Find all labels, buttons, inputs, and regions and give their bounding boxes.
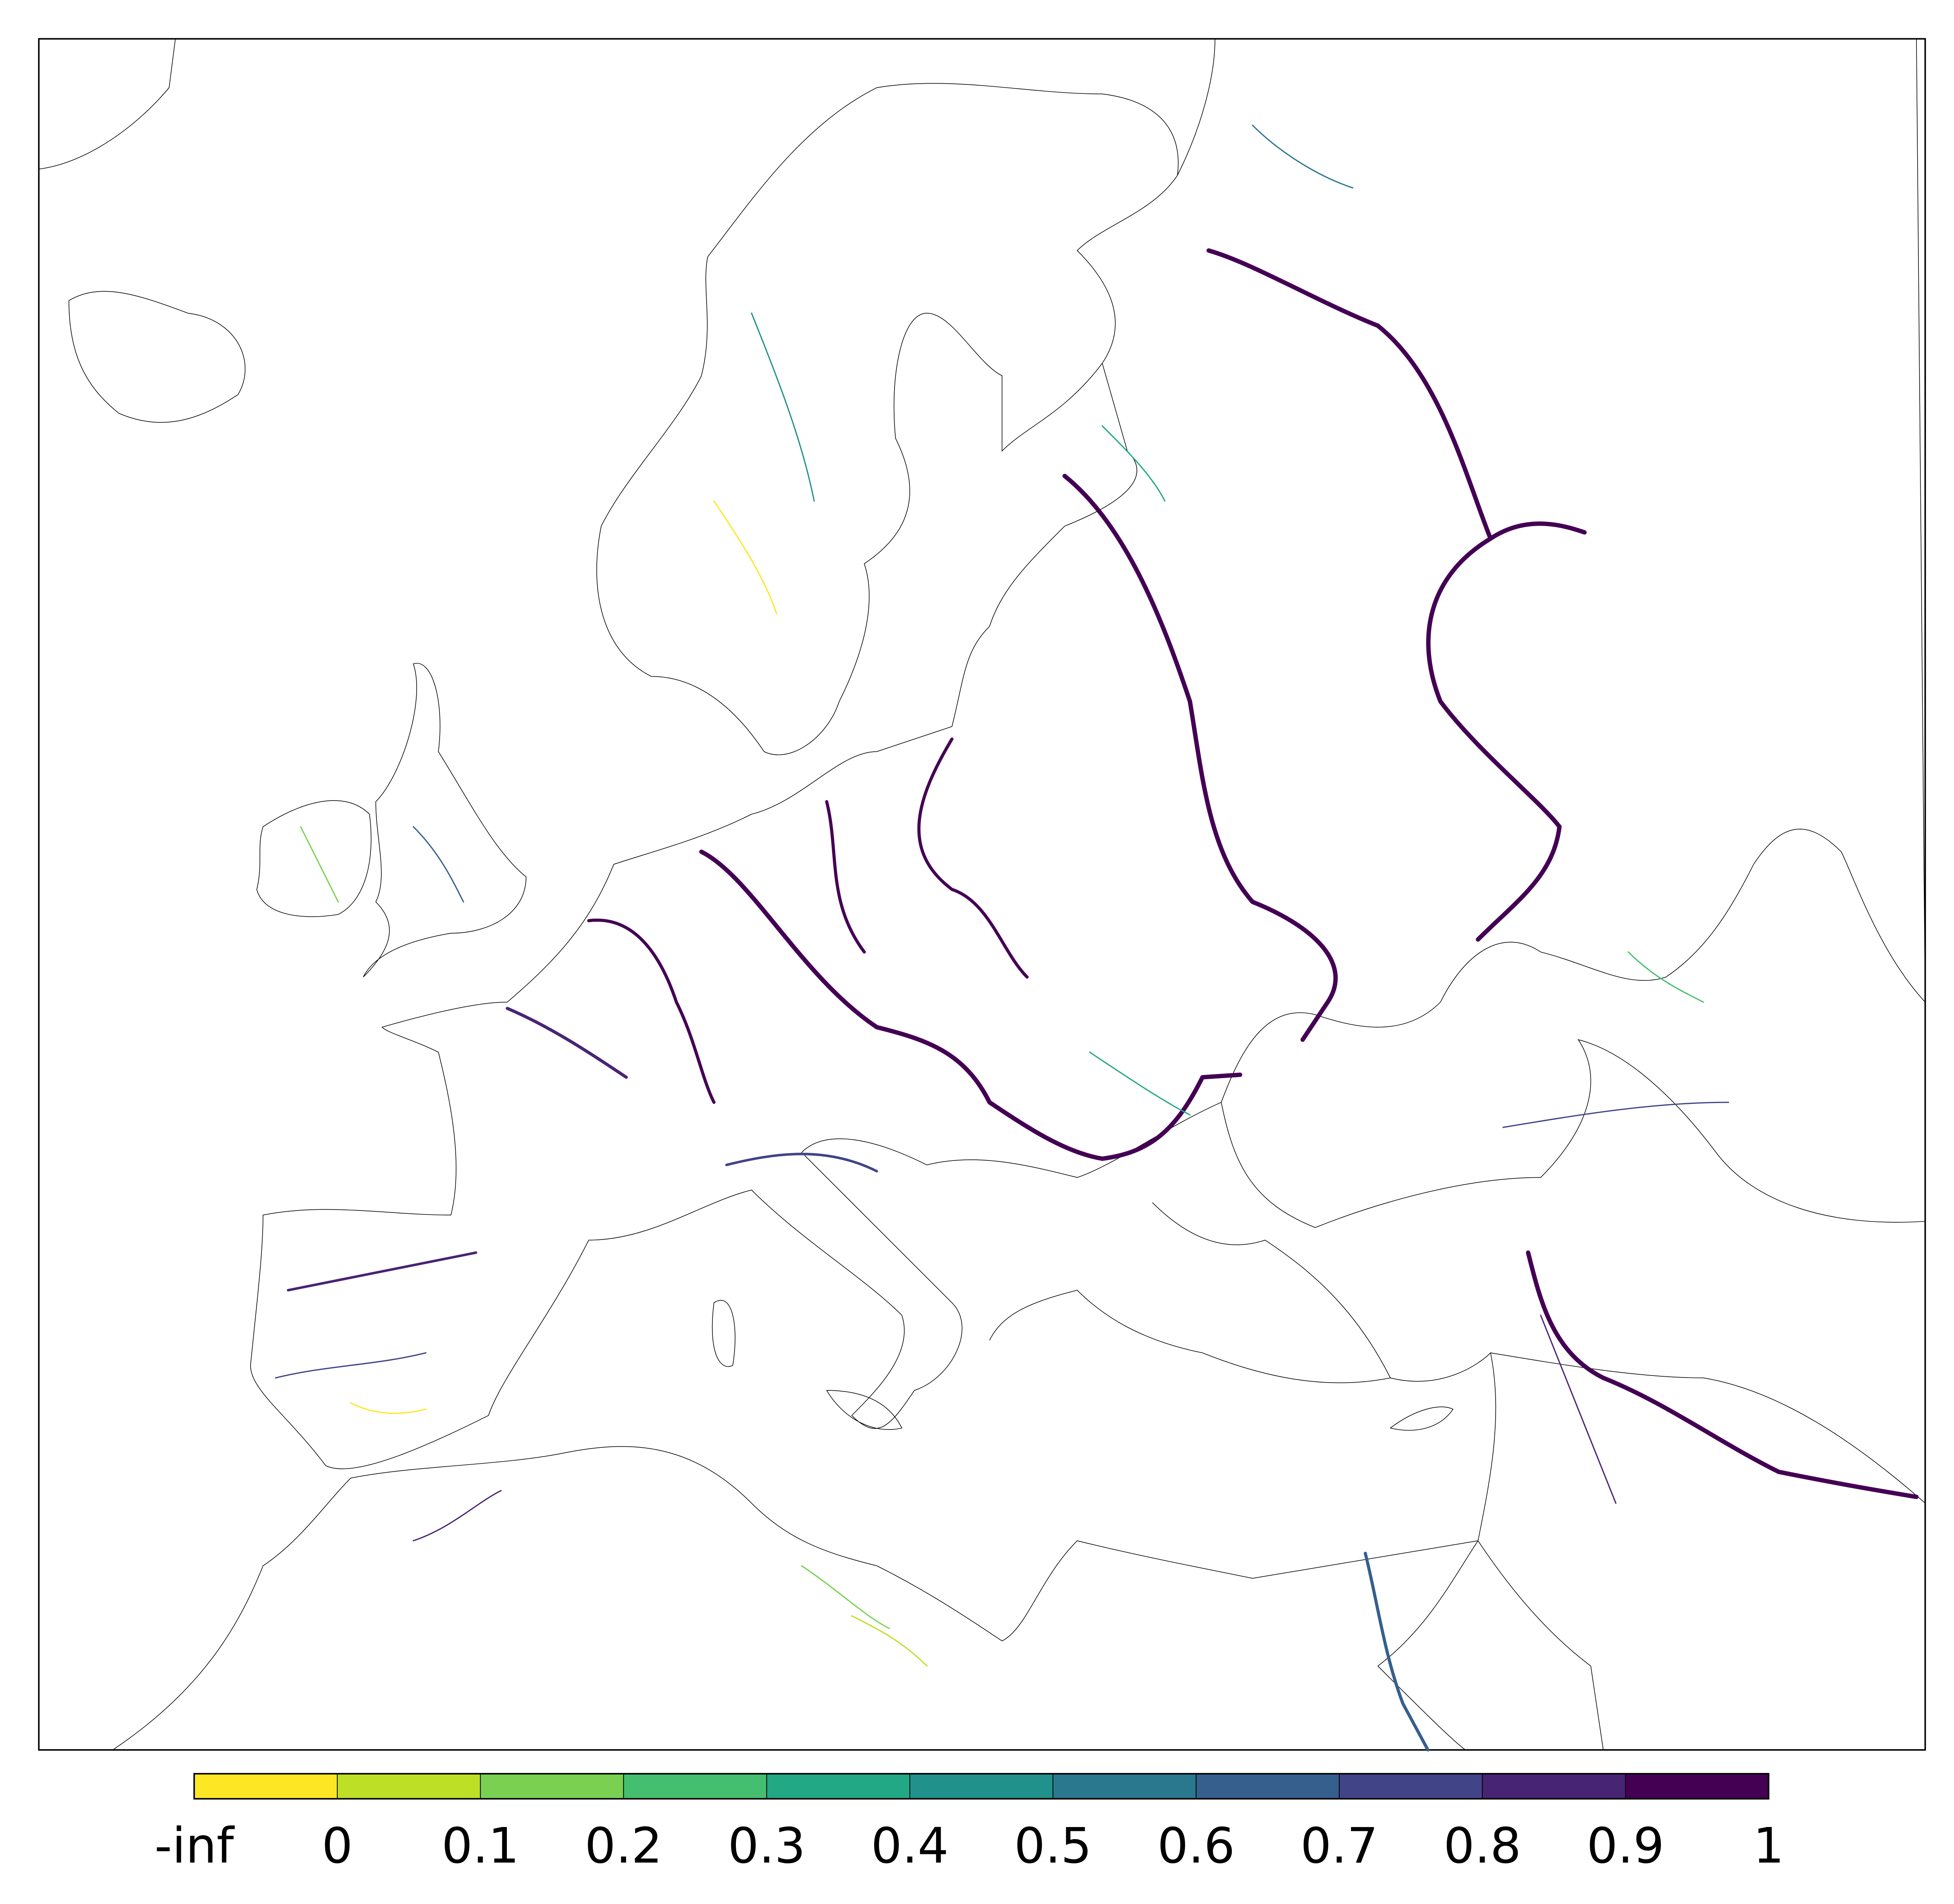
river-loire [506, 1007, 628, 1079]
river-rhine [587, 919, 716, 1104]
colorbar-tick-label: 0.9 [1586, 1818, 1664, 1874]
colorbar-bin [766, 1773, 911, 1799]
colorbar-tick-label: 0.7 [1300, 1818, 1378, 1874]
river-nile [1364, 1551, 1430, 1752]
colorbar-bin [1052, 1773, 1197, 1799]
colorbar-bin [480, 1773, 624, 1799]
river-tagus [286, 1251, 478, 1291]
colorbar-tick-label: 0.6 [1157, 1818, 1235, 1874]
river-vistula [917, 737, 1029, 979]
colorbar-bin [1482, 1773, 1626, 1799]
colorbar-tick-label: 0.5 [1014, 1818, 1092, 1874]
colorbar-tick-label: 0.4 [871, 1818, 949, 1874]
colorbar-tick-label: 0.1 [441, 1818, 519, 1874]
colorbar-bin [337, 1773, 481, 1799]
river-po [725, 1153, 878, 1173]
map-frame [38, 38, 1926, 1751]
colorbar-bin [909, 1773, 1054, 1799]
colorbar-tick-label: 1 [1753, 1818, 1784, 1874]
river-oder [825, 800, 866, 954]
river-tigris-euphrates [1526, 1250, 1919, 1499]
colorbar-bin [1625, 1773, 1769, 1799]
colorbar-tick-label: 0 [322, 1818, 353, 1874]
colorbar-tick-label: 0.2 [585, 1818, 662, 1874]
colorbar-bin [1195, 1773, 1340, 1799]
river-danube [699, 849, 1242, 1161]
colorbar-bin [1338, 1773, 1483, 1799]
colorbar-bin [623, 1773, 767, 1799]
colorbar [193, 1773, 1770, 1800]
river-dnieper [1062, 474, 1338, 1042]
coastlines [39, 38, 1926, 1750]
colorbar-tick-label: -inf [154, 1818, 234, 1874]
river-volga [1206, 248, 1587, 942]
rivers [275, 124, 1919, 1752]
colorbar-tick-label: 0.8 [1443, 1818, 1521, 1874]
colorbar-bin [193, 1773, 338, 1799]
colorbar-tick-label: 0.3 [728, 1818, 806, 1874]
colorbar-frame [193, 1773, 1770, 1800]
